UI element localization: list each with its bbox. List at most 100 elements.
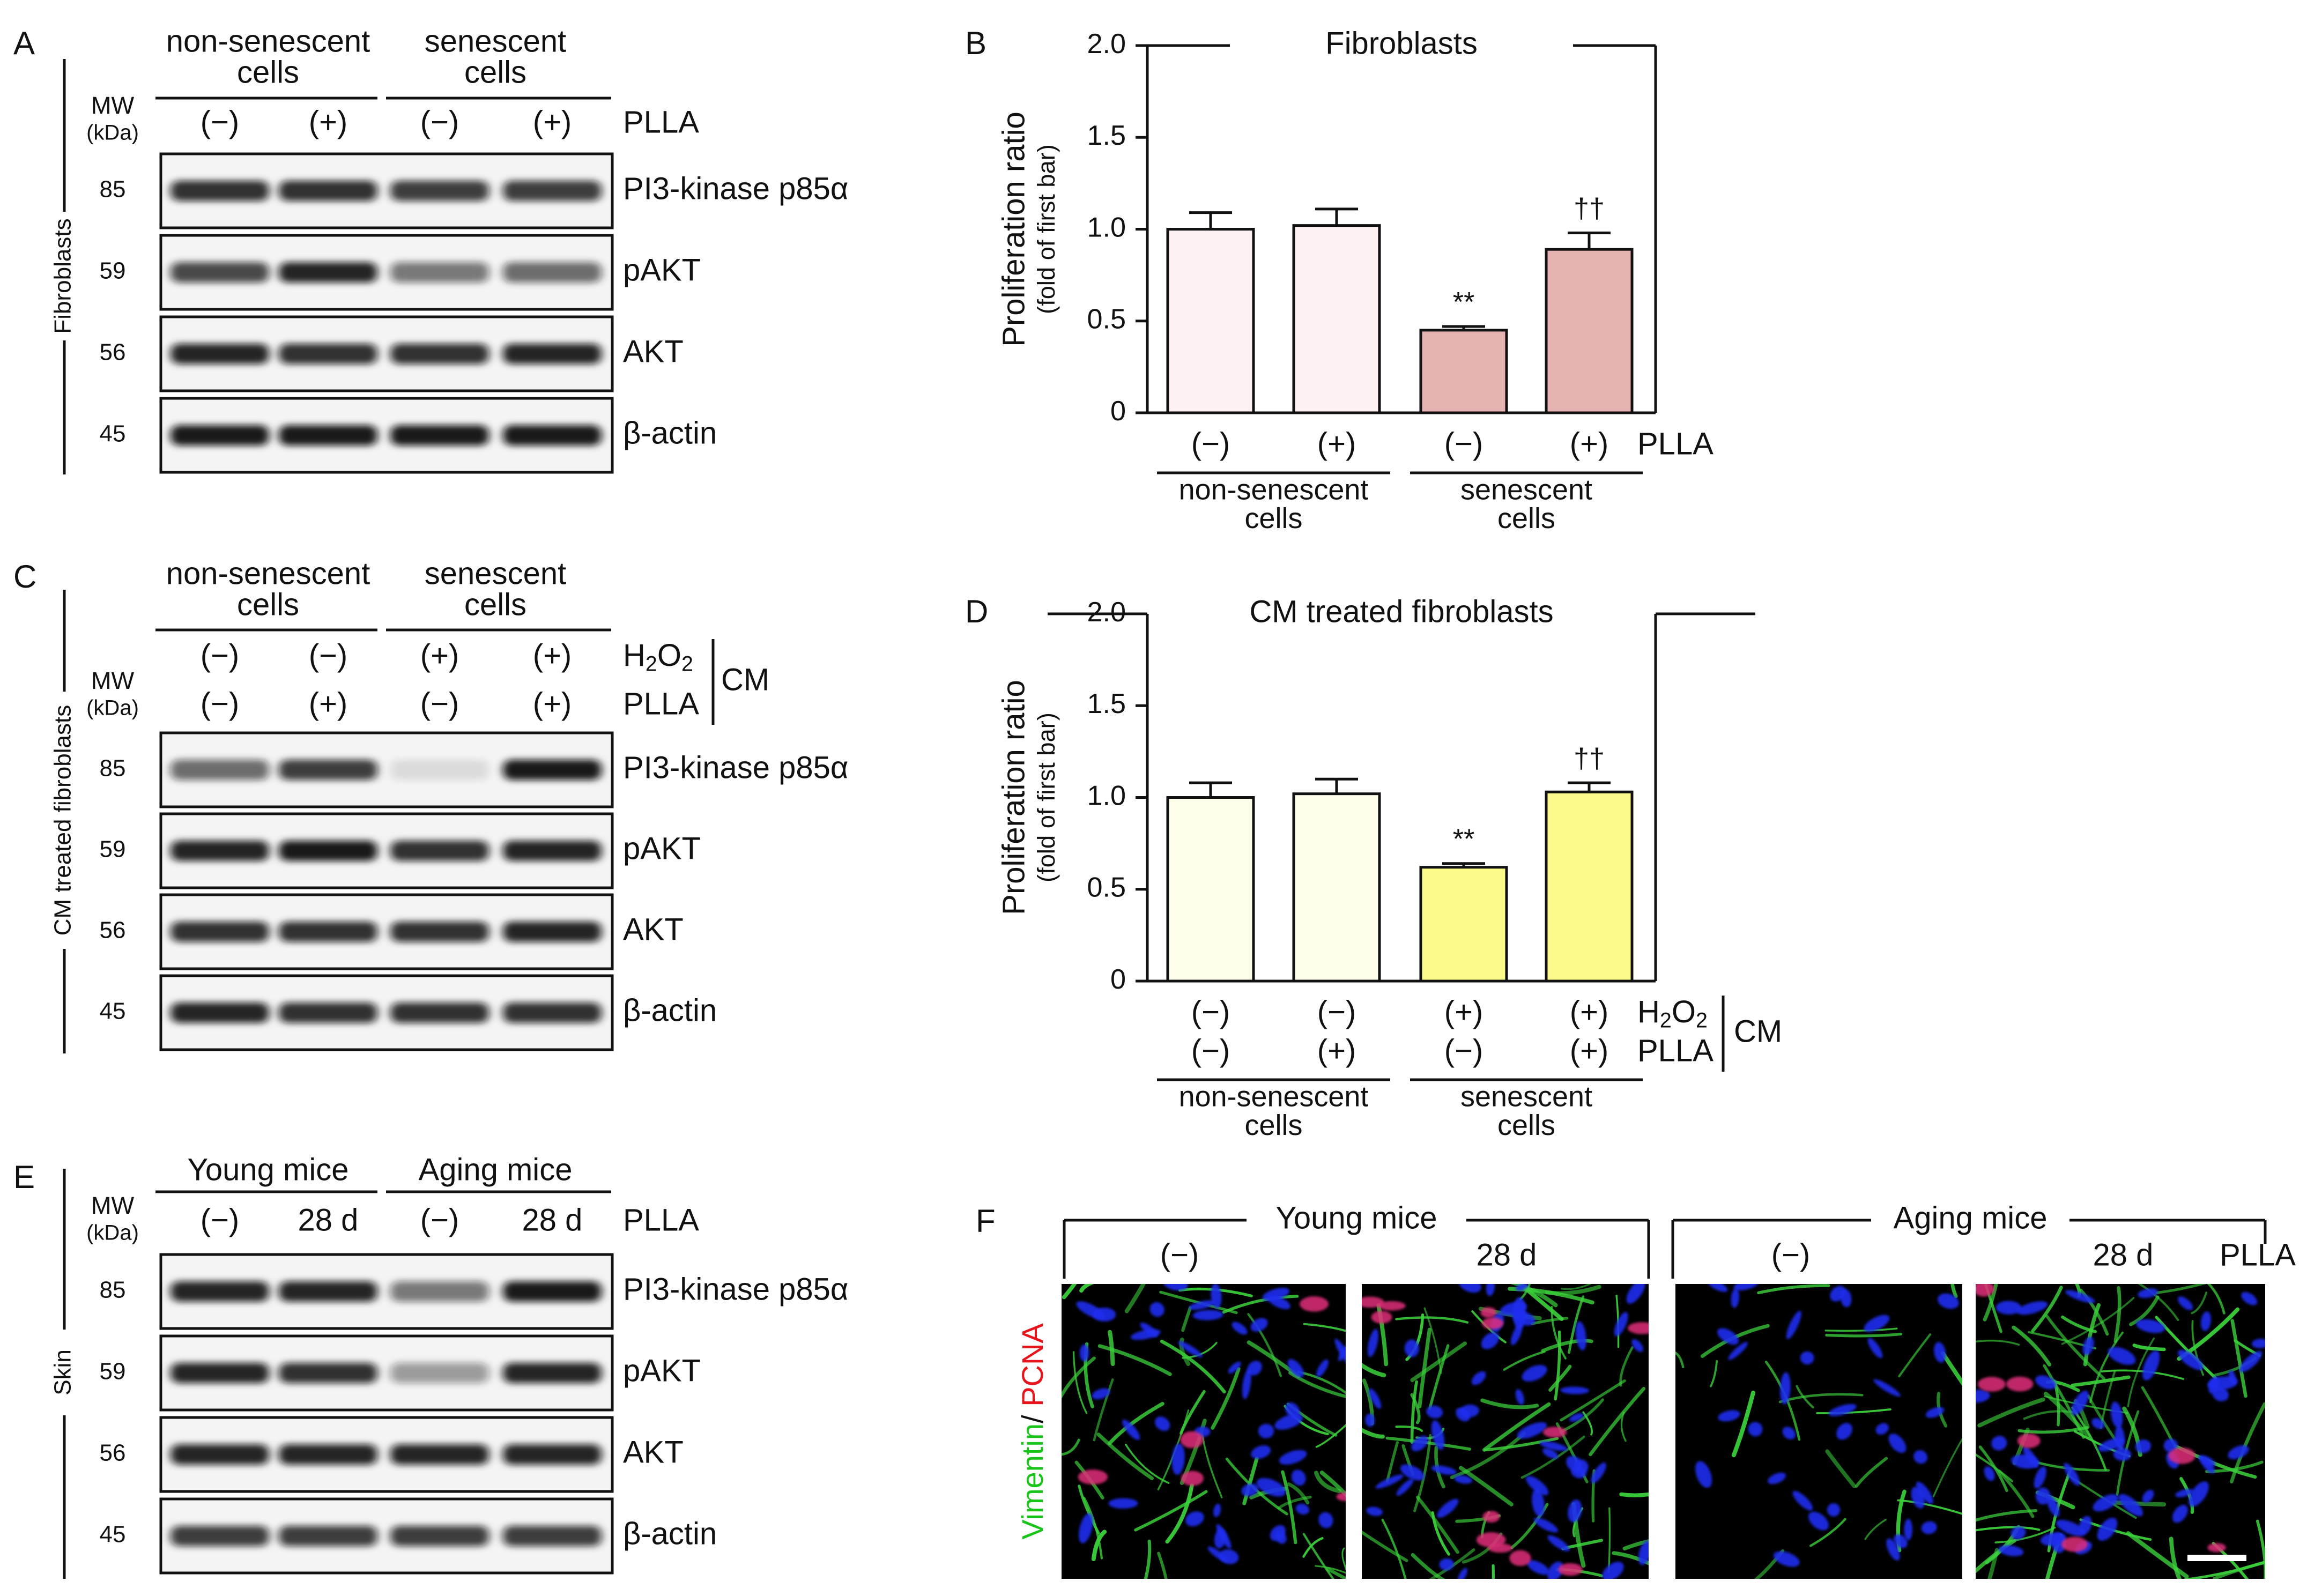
y-tick-label: 1.0 [1087, 780, 1126, 811]
blot-band [503, 344, 602, 364]
nucleus [1527, 1560, 1549, 1575]
vimentin-signal [1976, 1526, 2041, 1532]
blot-band [279, 841, 377, 861]
nucleus [1228, 1361, 1241, 1374]
lane-label: 28 d [298, 1202, 359, 1237]
bar [1292, 792, 1381, 983]
nucleus [1575, 1321, 1586, 1350]
blot-band [279, 344, 377, 364]
vimentin-signal [1180, 1390, 1206, 1435]
pcna-signal [2168, 1447, 2195, 1464]
lane-label: (+) [1317, 1033, 1356, 1068]
nucleus [1396, 1479, 1414, 1496]
nucleus [2108, 1347, 2136, 1365]
nucleus [1122, 1420, 1140, 1440]
y-tick-label: 0 [1110, 396, 1126, 427]
nucleus [2046, 1495, 2060, 1517]
vimentin-signal [1619, 1346, 1634, 1387]
nucleus [1540, 1441, 1568, 1451]
panel-e: E Young mice Aging mice MW(kDa) (−) 28 d (−) 28… [13, 1152, 848, 1579]
nucleus [1232, 1322, 1248, 1335]
vimentin-signal [2023, 1410, 2078, 1420]
group-label-2: cells [1497, 502, 1555, 535]
nucleus [1768, 1472, 1786, 1484]
micrograph [1976, 1284, 2265, 1579]
lane-label: (+) [533, 105, 572, 139]
nucleus [1532, 1489, 1545, 1517]
nucleus [1471, 1371, 1486, 1385]
group-label-2: senescent [425, 24, 566, 58]
nucleus [1894, 1534, 1908, 1548]
nucleus [1602, 1562, 1624, 1579]
nucleus [1247, 1361, 1262, 1376]
nucleus [1638, 1540, 1649, 1565]
nucleus [1457, 1568, 1467, 1579]
blot-band [390, 262, 489, 283]
nucleus [1481, 1332, 1500, 1349]
blot-band [390, 1003, 489, 1023]
vimentin-signal [1179, 1338, 1191, 1367]
vimentin-signal [2207, 1284, 2226, 1315]
blot-strip [159, 234, 614, 311]
blot-band [279, 922, 377, 942]
blot-band [279, 1281, 377, 1302]
vimentin-signal [1341, 1547, 1346, 1571]
h2o2-label: H2O2 [1637, 994, 1708, 1033]
significance-label: ** [1453, 287, 1475, 318]
nucleus [2228, 1370, 2236, 1385]
nucleus [1318, 1512, 1333, 1528]
blot-band [170, 1444, 269, 1465]
nucleus [1510, 1323, 1523, 1346]
lane-label-h2o2: (−) [309, 638, 348, 673]
group-label-1: non-senescent [1179, 473, 1369, 506]
nucleus [1867, 1338, 1883, 1359]
y-tick-label: 2.0 [1087, 597, 1126, 628]
nucleus [2082, 1337, 2094, 1355]
lane-label: 28 d [1477, 1237, 1537, 1272]
nucleus [1522, 1365, 1547, 1382]
pcna-signal [1181, 1471, 1204, 1486]
protein-label: AKT [623, 912, 684, 947]
vimentin-signal [1072, 1351, 1088, 1414]
blot-strip [159, 1334, 614, 1412]
pcna-signal [2061, 1536, 2088, 1552]
vimentin-signal [2126, 1531, 2189, 1579]
nucleus [2251, 1339, 2265, 1348]
blot-band [170, 344, 269, 364]
nucleus [2017, 1301, 2048, 1315]
mw-value: 85 [100, 1277, 126, 1303]
vimentin-signal [1385, 1441, 1399, 1483]
vimentin-signal [1302, 1537, 1324, 1558]
lane-label: (+) [1570, 994, 1609, 1029]
lane-label-plla: (−) [420, 686, 459, 721]
micrograph [1362, 1284, 1649, 1579]
pcna-signal [1542, 1427, 1567, 1438]
lane-label: (−) [1444, 1033, 1483, 1068]
pcna-signal [1371, 1311, 1392, 1324]
micrograph-bg [1675, 1284, 1962, 1579]
panel-f: F Young mice Aging mice (−) 28 d (−) 28 d PLLA V… [976, 1200, 2296, 1579]
nucleus [1782, 1427, 1796, 1439]
nucleus [1888, 1434, 1907, 1453]
mw-value: 56 [100, 917, 126, 944]
vimentin-signal [1619, 1492, 1649, 1497]
blot-strip [159, 974, 614, 1051]
group-label-1: Young mice [1276, 1200, 1437, 1235]
panel-c: C MW(kDa) (−) (−) (+) (+) (−) (+) (−) (+) H2O2 PLLA… [13, 559, 848, 1053]
blot-band [390, 344, 489, 364]
vimentin-signal [1314, 1471, 1341, 1494]
lane-label: (−) [420, 105, 459, 139]
blot-strip [159, 397, 614, 474]
nucleus [2011, 1526, 2026, 1540]
pcna-signal [1978, 1377, 2006, 1392]
nucleus [1773, 1551, 1800, 1567]
blot-strip [159, 1253, 614, 1330]
nucleus [1092, 1388, 1110, 1400]
significance-label: †† [1574, 193, 1605, 224]
vimentin-signal [1568, 1295, 1585, 1354]
blot-band [503, 841, 602, 861]
vimentin-signal [1492, 1564, 1495, 1579]
lane-label: (−) [1771, 1237, 1811, 1272]
nucleus [1569, 1413, 1584, 1422]
